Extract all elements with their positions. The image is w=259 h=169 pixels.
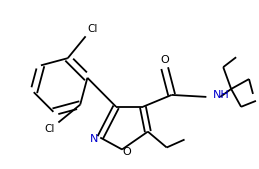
Text: O: O (160, 55, 169, 65)
Text: Cl: Cl (88, 24, 98, 34)
Text: NH: NH (213, 90, 230, 100)
Text: N: N (90, 134, 98, 143)
Text: Cl: Cl (44, 124, 54, 134)
Text: O: O (123, 147, 131, 158)
